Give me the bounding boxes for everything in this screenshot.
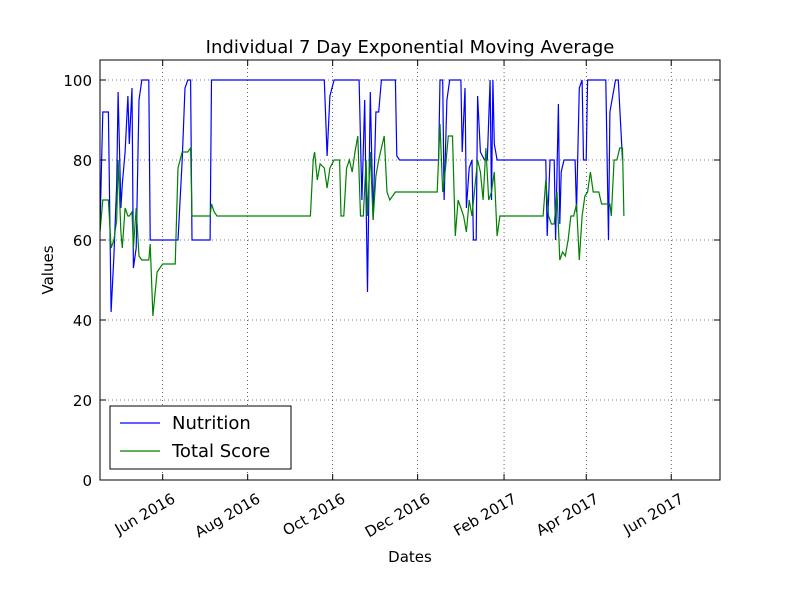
legend: Nutrition Total Score bbox=[109, 405, 292, 470]
legend-box bbox=[109, 405, 292, 470]
y-tick-label: 100 bbox=[63, 72, 92, 90]
y-tick-label: 20 bbox=[73, 392, 92, 410]
chart-title: Individual 7 Day Exponential Moving Aver… bbox=[206, 37, 615, 58]
plot-frame bbox=[99, 59, 721, 481]
series-layer bbox=[100, 79, 625, 317]
series-line-total-score bbox=[100, 123, 625, 317]
y-axis: 0 20 40 60 80 100 bbox=[63, 72, 720, 490]
legend-label-total-score: Total Score bbox=[171, 441, 270, 462]
legend-label-nutrition: Nutrition bbox=[172, 413, 251, 434]
x-axis-label: Dates bbox=[388, 548, 432, 566]
y-tick-label: 0 bbox=[82, 472, 92, 490]
y-axis-label: Values bbox=[39, 245, 57, 294]
y-tick-label: 80 bbox=[73, 152, 92, 170]
y-tick-label: 60 bbox=[73, 232, 92, 250]
y-tick-label: 40 bbox=[73, 312, 92, 330]
